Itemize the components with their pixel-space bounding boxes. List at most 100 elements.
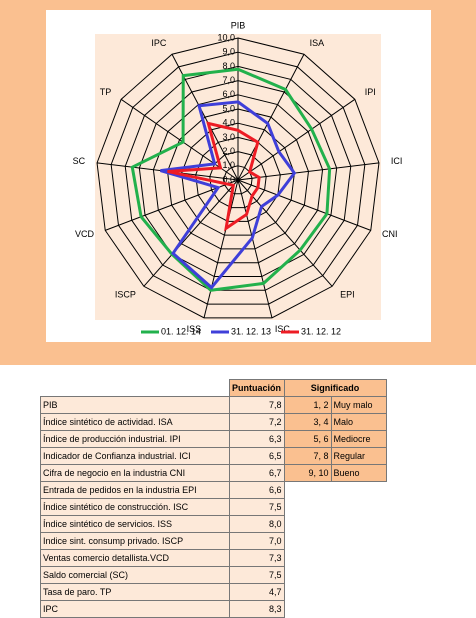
table-cell: 7, 8 (283, 447, 332, 465)
tick-label: 6,0 (222, 89, 235, 99)
spoke (237, 98, 356, 181)
legend-label: 31. 12. 13 (231, 326, 271, 336)
table-cell (284, 499, 331, 516)
tick-label: 0,0 (222, 174, 235, 184)
series-line (160, 100, 297, 290)
table-row: Saldo comercial (SC) 7,5 (40, 566, 387, 584)
grid-ring (209, 151, 267, 209)
series-line (130, 67, 332, 292)
table-row: Índice de producción industrial. IPI 6,3 5… (40, 430, 387, 448)
table-cell: Puntuación (228, 379, 285, 397)
table-row: Ventas comercio detallista.VCD 7,3 (40, 549, 387, 567)
axis-label: IPI (365, 87, 376, 97)
table-cell (331, 499, 386, 516)
axis-label: EPI (340, 290, 355, 300)
table-cell: 5, 6 (283, 430, 332, 448)
table-cell: Bueno (330, 464, 387, 482)
table-cell: PIB (40, 396, 230, 414)
table-cell: Indicador de Confianza industrial. ICI (40, 447, 230, 465)
table-cell: 4,7 (228, 583, 285, 601)
table-cell: 7,2 (228, 413, 285, 431)
grid-ring (181, 122, 295, 236)
axis-label: ISCP (115, 290, 136, 300)
table-cell: 7,5 (228, 498, 285, 516)
tick-label: 3,0 (222, 132, 235, 142)
table-cell: Regular (330, 447, 387, 465)
axis-label: ICI (391, 156, 403, 166)
chart: PIB ISA IPI ICI CNI EPI ISC ISS ISCP VCD SC TP IPC 0,… (46, 10, 431, 342)
table-cell: 6,3 (228, 430, 285, 448)
axis-label: CNI (382, 229, 398, 239)
table-cell (284, 533, 331, 550)
table-cell (284, 567, 331, 584)
table-cell: Mediocre (330, 430, 387, 448)
table-cell (331, 567, 386, 584)
axis-label: IPC (151, 38, 167, 48)
table-cell (284, 584, 331, 601)
axis-label: VCD (75, 229, 95, 239)
table-cell (284, 482, 331, 499)
table-cell: Indice sint. consump privado. ISCP (40, 532, 230, 550)
table-cell: Muy malo (330, 396, 387, 414)
table-cell: Tasa de paro. TP (40, 583, 230, 601)
table-row: Indicador de Confianza industrial. ICI 6,… (40, 447, 387, 465)
tick-label: 8,0 (222, 61, 235, 71)
axis-label: ISA (310, 38, 325, 48)
table-cell: 9, 10 (283, 464, 332, 482)
table-row: Indice sint. consump privado. ISCP 7,0 (40, 532, 387, 550)
table-cell (41, 380, 230, 397)
axis-label: SC (73, 156, 86, 166)
table-cell (331, 482, 386, 499)
table-cell: 7,0 (228, 532, 285, 550)
table-cell (331, 601, 386, 618)
table-cell: 3, 4 (283, 413, 332, 431)
axis-label: ISC (275, 324, 291, 334)
table-row: IPC 8,3 (40, 600, 387, 618)
tick-label: 4,0 (222, 118, 235, 128)
table-cell: Índice sintético de construcción. ISC (40, 498, 230, 516)
tick-label: 9,0 (222, 47, 235, 57)
table-cell (284, 516, 331, 533)
table-cell (331, 516, 386, 533)
grid-ring (138, 80, 338, 278)
table-row: Índice sintético de construcción. ISC 7,5 (40, 498, 387, 516)
spoke (237, 179, 333, 287)
table-cell: Entrada de pedidos en la industria EPI (40, 481, 230, 499)
legend-label: 31. 12. 12 (301, 326, 341, 336)
table-cell: IPC (40, 600, 230, 618)
table-cell: Cifra de negocio en la industria CNI (40, 464, 230, 482)
legend-label: 01. 12. 14 (161, 326, 201, 336)
table-cell: 6,6 (228, 481, 285, 499)
table-cell: 6,5 (228, 447, 285, 465)
table-row: Tasa de paro. TP 4,7 (40, 583, 387, 601)
grid-ring (110, 51, 366, 305)
grid-ring (96, 37, 380, 319)
table-cell: Ventas comercio detallista.VCD (40, 549, 230, 567)
table-cell: Malo (330, 413, 387, 431)
table-row: Cifra de negocio en la industria CNI 6,7 9… (40, 464, 387, 482)
grid-ring (124, 65, 352, 291)
axis-label: PIB (231, 20, 246, 30)
table-cell (331, 584, 386, 601)
table-cell: Índice de producción industrial. IPI (40, 430, 230, 448)
table-cell: 8,3 (228, 600, 285, 618)
spoke (237, 162, 380, 181)
tick-label: 7,0 (222, 75, 235, 85)
spoke (237, 179, 371, 231)
tick-label: 1,0 (222, 160, 235, 170)
tick-label: 5,0 (222, 103, 235, 113)
tick-label: 10,0 (217, 32, 235, 42)
table-cell: 8,0 (228, 515, 285, 533)
axis-label: TP (100, 87, 112, 97)
table-cell (331, 550, 386, 567)
table-cell: 7,5 (228, 566, 285, 584)
table-row: PIB 7,8 1, 2 Muy malo (40, 396, 387, 414)
table-row: Puntuación Significado (41, 379, 387, 397)
table-row: Índice sintético de actividad. ISA 7,2 3, … (40, 413, 387, 431)
table-cell: Significado (283, 379, 387, 397)
grid-ring (152, 94, 324, 264)
table-cell: Índice sintético de actividad. ISA (40, 413, 230, 431)
table-cell: Saldo comercial (SC) (40, 566, 230, 584)
table-row: Índice sintético de servicios. ISS 8,0 (40, 515, 387, 533)
